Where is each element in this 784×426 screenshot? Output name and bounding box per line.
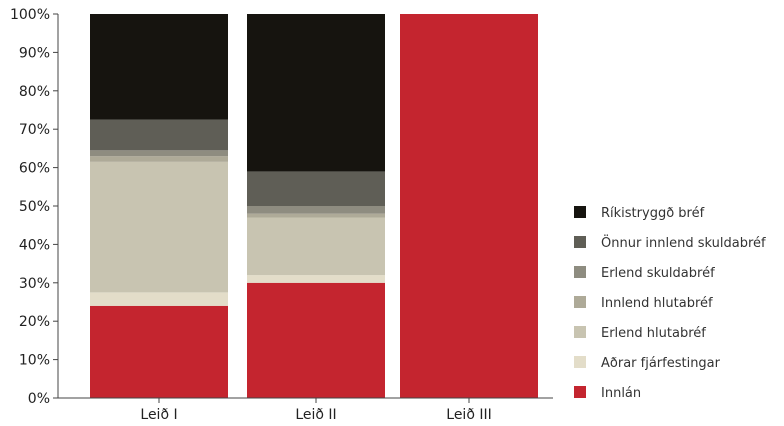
bar-segment	[90, 161, 228, 293]
legend-swatch	[574, 296, 586, 308]
bar-segment	[247, 275, 385, 283]
legend-label: Ríkistryggð bréf	[601, 206, 705, 221]
bar-segment	[247, 282, 385, 398]
legend-label: Erlend hlutabréf	[601, 326, 706, 341]
legend-swatch	[574, 356, 586, 368]
x-tick-label: Leið II	[295, 407, 336, 423]
legend-item: Erlend skuldabréf	[574, 266, 715, 281]
legend-swatch	[574, 266, 586, 278]
y-tick-label: 100%	[10, 7, 50, 23]
y-tick-label: 50%	[19, 199, 50, 215]
y-tick-label: 30%	[19, 276, 50, 292]
legend-label: Innlán	[601, 386, 641, 401]
y-tick-label: 0%	[28, 391, 50, 407]
bar-segment	[90, 14, 228, 120]
bar-segment	[247, 14, 385, 172]
legend-swatch	[574, 206, 586, 218]
y-tick-label: 40%	[19, 237, 50, 253]
bar-segment	[247, 213, 385, 218]
bar-segment	[90, 156, 228, 162]
bars-group	[90, 14, 538, 398]
legend-item: Innlán	[574, 386, 641, 401]
y-tick-label: 20%	[19, 314, 50, 330]
legend-item: Innlend hlutabréf	[574, 296, 713, 311]
legend-swatch	[574, 386, 586, 398]
legend-label: Önnur innlend skuldabréf	[601, 234, 766, 251]
bar-segment	[247, 206, 385, 214]
bar-segment	[90, 292, 228, 306]
legend-item: Önnur innlend skuldabréf	[574, 234, 766, 251]
legend-swatch	[574, 326, 586, 338]
y-tick-label: 60%	[19, 161, 50, 177]
bar-segment	[247, 171, 385, 206]
y-tick-label: 80%	[19, 84, 50, 100]
legend-item: Aðrar fjárfestingar	[574, 356, 721, 371]
bar-segment	[400, 14, 538, 398]
x-tick-label: Leið III	[446, 407, 491, 423]
bar-segment	[90, 119, 228, 151]
legend-label: Aðrar fjárfestingar	[601, 356, 721, 371]
legend: Ríkistryggð bréf Önnur innlend skuldabréf…	[574, 206, 766, 401]
bar-segment	[90, 305, 228, 398]
legend-item: Ríkistryggð bréf	[574, 206, 705, 221]
legend-label: Innlend hlutabréf	[601, 296, 713, 311]
legend-item: Erlend hlutabréf	[574, 326, 706, 341]
y-axis: 0% 10% 20% 30% 40% 50% 60% 70% 80% 90% 100%	[10, 7, 59, 407]
bar-segment	[247, 217, 385, 276]
legend-swatch	[574, 236, 586, 248]
x-axis: Leið I Leið II Leið III	[58, 397, 553, 423]
y-tick-label: 70%	[19, 122, 50, 138]
y-tick-label: 10%	[19, 353, 50, 369]
x-tick-label: Leið I	[140, 407, 177, 423]
legend-label: Erlend skuldabréf	[601, 266, 715, 281]
y-tick-label: 90%	[19, 45, 50, 61]
bar-segment	[90, 150, 228, 157]
